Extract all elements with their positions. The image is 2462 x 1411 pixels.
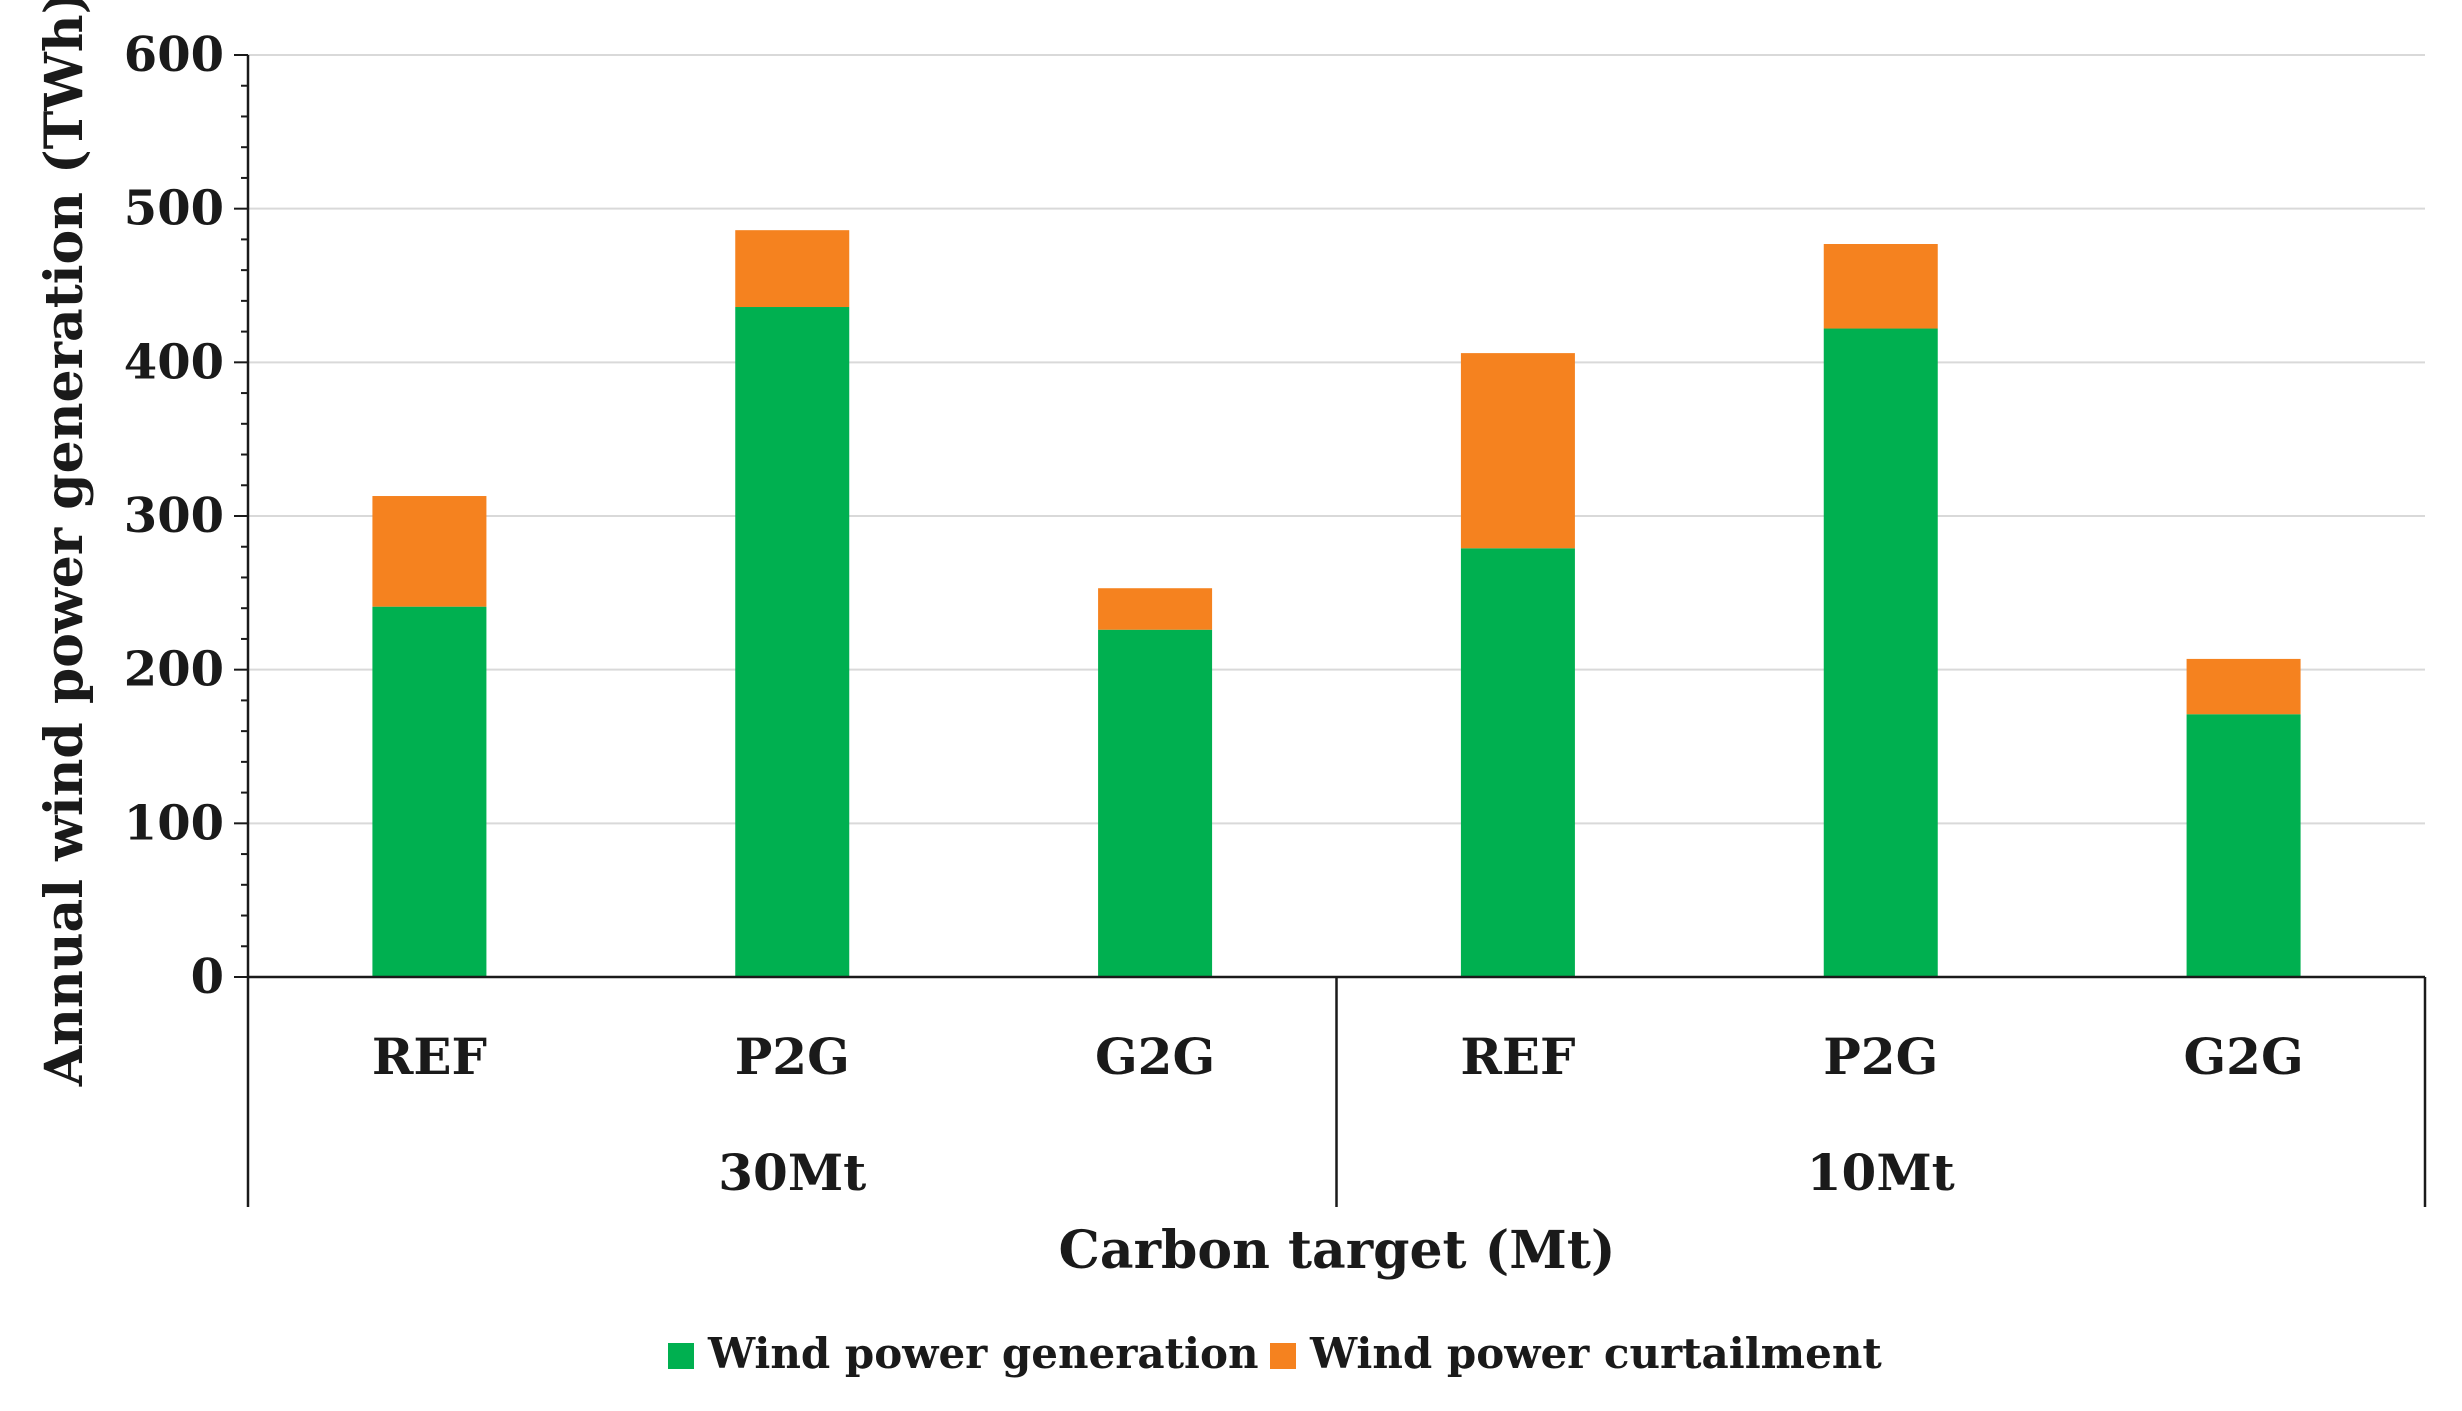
bar-curtailment-1 xyxy=(372,496,487,607)
y-tick-label: 300 xyxy=(124,488,224,544)
x-category-label: P2G xyxy=(735,1027,850,1086)
bar-curtailment-5 xyxy=(1823,244,1938,329)
y-tick-label: 400 xyxy=(124,334,224,390)
x-category-label: G2G xyxy=(2183,1027,2303,1086)
y-tick-label: 0 xyxy=(191,949,224,1005)
x-category-label: P2G xyxy=(1823,1027,1938,1086)
bars xyxy=(372,230,2301,978)
x-category-label: G2G xyxy=(1095,1027,1215,1086)
bar-generation-4 xyxy=(1460,548,1575,977)
bar-curtailment-4 xyxy=(1460,353,1575,549)
legend: Wind power generation Wind power curtailm… xyxy=(668,1329,1882,1378)
legend-swatch xyxy=(668,1343,694,1369)
x-category-label: REF xyxy=(1460,1027,1575,1086)
y-tick-label: 600 xyxy=(124,27,224,83)
bar-curtailment-2 xyxy=(735,230,850,308)
bar-curtailment-6 xyxy=(2186,658,2301,715)
y-tick-label: 500 xyxy=(124,181,224,237)
gridlines xyxy=(248,54,2425,825)
bar-generation-3 xyxy=(1098,629,1213,977)
y-tick-label: 200 xyxy=(124,642,224,698)
bar-generation-6 xyxy=(2186,714,2301,977)
x-axis-title: Carbon target (Mt) xyxy=(1059,1220,1616,1281)
legend-label: Wind power generation xyxy=(707,1329,1259,1378)
bar-generation-1 xyxy=(372,606,487,977)
bar-generation-2 xyxy=(735,307,850,978)
x-category-label: REF xyxy=(372,1027,487,1086)
bar-generation-5 xyxy=(1823,328,1938,977)
labels: 0 100 200 300 400 500 600 REF P2G G2G REF P2G G2G 30M… xyxy=(124,27,2304,1202)
axes xyxy=(234,54,2427,1207)
legend-swatch xyxy=(1270,1343,1296,1369)
x-group-label: 30Mt xyxy=(718,1143,866,1202)
legend-label: Wind power curtailment xyxy=(1309,1329,1882,1378)
y-axis-title: Annual wind power generation (TWh) xyxy=(34,0,95,1087)
x-group-label: 10Mt xyxy=(1807,1143,1955,1202)
y-tick-label: 100 xyxy=(124,795,224,851)
bar-curtailment-3 xyxy=(1098,588,1213,630)
